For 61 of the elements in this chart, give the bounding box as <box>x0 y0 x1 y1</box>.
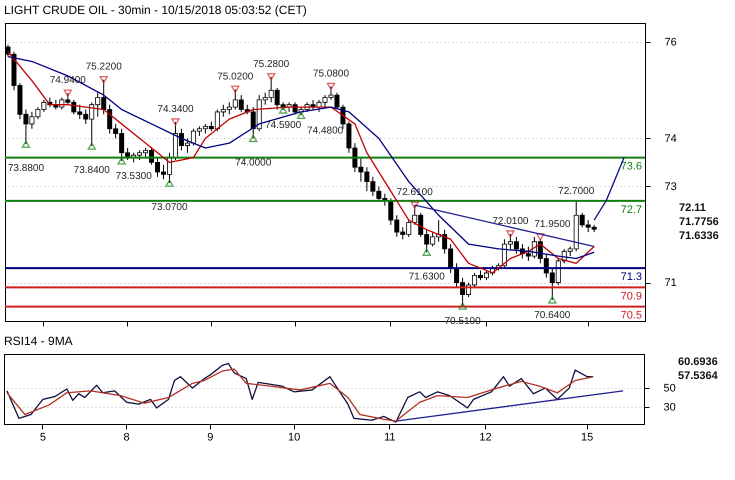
data-label: 74.5900 <box>265 120 302 131</box>
x-tick-label: 10 <box>288 432 300 444</box>
point <box>171 118 180 126</box>
y-tick-label: 76 <box>664 36 677 49</box>
point <box>165 179 174 187</box>
data-label: 73.8400 <box>74 165 110 176</box>
chart-title: LIGHT CRUDE OIL - 30min - 10/15/2018 05:03:52 (CET) <box>4 3 307 17</box>
data-label: 75.2200 <box>86 62 122 73</box>
point <box>422 248 431 256</box>
annotation: 72.7000 <box>558 186 595 197</box>
data-label: 72.0100 <box>492 216 529 228</box>
data-label: 73.5300 <box>116 170 152 182</box>
data-label: 75.0200 <box>217 71 254 82</box>
point <box>100 76 108 84</box>
data-label: 74.4800 <box>307 125 344 136</box>
y-tick-label: 73 <box>664 180 677 193</box>
chart-title: RSI14 - 9MA <box>4 334 73 348</box>
point <box>231 86 240 94</box>
point <box>249 134 258 142</box>
point <box>64 89 72 97</box>
y-tick-label: 30 <box>664 401 676 414</box>
data-label: 74.0000 <box>235 157 272 168</box>
point <box>410 201 419 209</box>
ref-line-label: 73.6 <box>620 160 642 173</box>
point <box>548 296 556 304</box>
text: 72.11 <box>679 202 706 214</box>
data-label: 71.6300 <box>408 271 446 282</box>
y-tick-label: 74 <box>664 132 677 145</box>
point <box>117 157 126 165</box>
data-label: 74.3400 <box>157 104 194 116</box>
x-tick-label: 11 <box>384 432 396 444</box>
x-tick-label: 12 <box>479 432 492 444</box>
x-tick-label: 8 <box>124 432 130 444</box>
point <box>506 230 515 238</box>
y-tick-label: 50 <box>664 382 676 395</box>
point <box>278 106 288 114</box>
ref-line-label: 70.9 <box>620 290 642 302</box>
point <box>296 112 306 119</box>
point <box>326 82 336 90</box>
ref-line-label: 72.7 <box>620 204 642 216</box>
text: 71.6336 <box>679 230 719 242</box>
data-label: 73.8800 <box>8 163 44 174</box>
ref-line-label: 70.5 <box>620 310 642 322</box>
point <box>266 73 276 81</box>
text: 57.5364 <box>678 370 719 382</box>
point <box>22 140 30 148</box>
x-tick-label: 5 <box>40 432 46 444</box>
point <box>88 142 96 150</box>
x-tick-label: 15 <box>581 432 594 444</box>
ref-line-label: 71.3 <box>620 271 642 284</box>
x-tick-label: 9 <box>207 432 214 444</box>
text: 60.6936 <box>678 356 718 368</box>
data-label: 75.2800 <box>253 58 290 70</box>
data-label: 70.6400 <box>534 310 571 321</box>
y-tick-label: 71 <box>664 277 677 290</box>
point <box>458 302 467 310</box>
data-label: 75.0800 <box>312 68 350 80</box>
point <box>536 233 545 241</box>
data-label: 73.0700 <box>151 202 188 214</box>
data-label: 71.9500 <box>534 218 571 230</box>
text: 71.7756 <box>679 216 719 228</box>
